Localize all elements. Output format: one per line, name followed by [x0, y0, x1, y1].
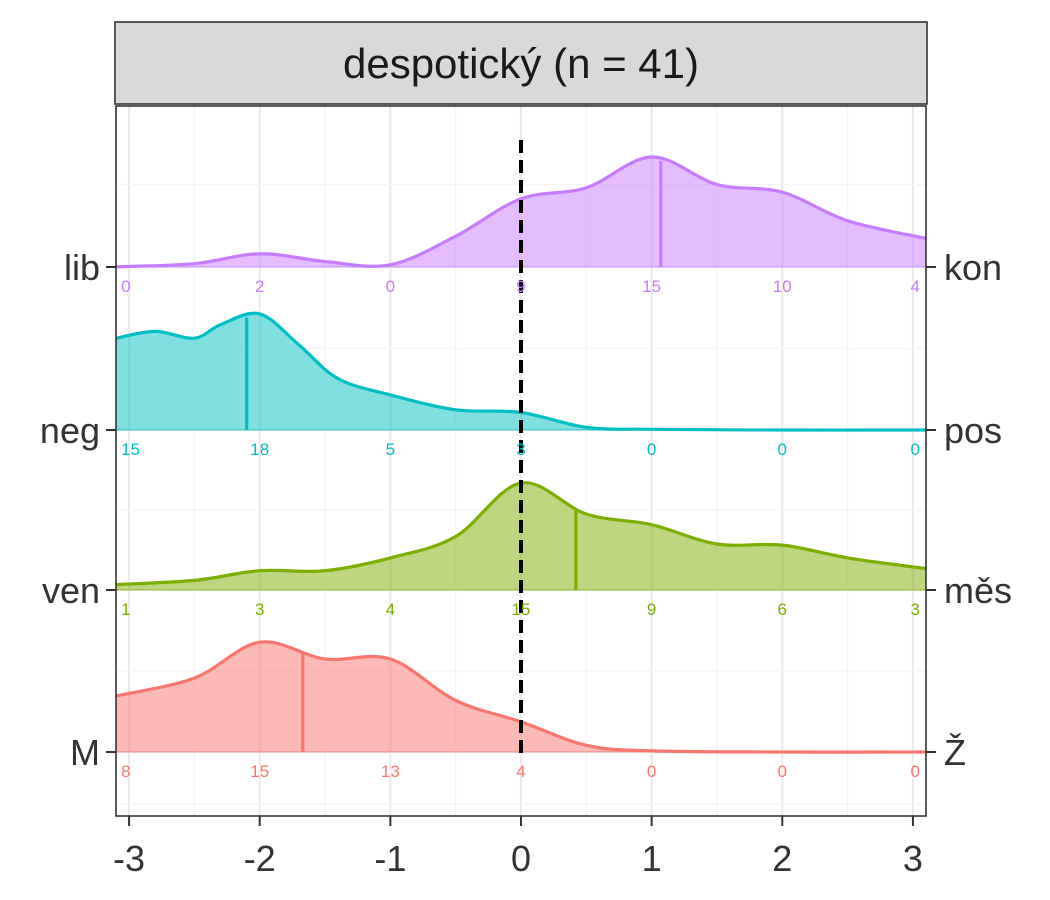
count-label: 0 — [121, 277, 130, 296]
count-label: 0 — [647, 440, 656, 459]
count-label: 3 — [255, 600, 264, 619]
x-tick-label: 2 — [772, 838, 792, 879]
facet-title: despotický (n = 41) — [343, 40, 699, 87]
count-label: 4 — [386, 600, 395, 619]
count-label: 15 — [121, 440, 140, 459]
count-label: 9 — [647, 600, 656, 619]
count-label: 6 — [778, 600, 787, 619]
plot-panel: 0 2 0 9 15 10 415 18 5 3 0 0 01 3 4 15 9 6 38 15 13 4 0 0 0 — [115, 105, 927, 817]
y-label-right-měs: měs — [944, 570, 1012, 611]
count-label: 15 — [250, 762, 269, 781]
y-label-right-kon: kon — [944, 247, 1002, 288]
count-label: 5 — [386, 440, 395, 459]
count-label: 15 — [642, 277, 661, 296]
count-label: 0 — [386, 277, 395, 296]
count-label: 3 — [516, 440, 525, 459]
density-area — [116, 313, 926, 431]
x-tick-label: -3 — [113, 838, 145, 879]
count-label: 0 — [910, 762, 919, 781]
y-axis-left: lib neg ven M — [40, 247, 116, 773]
count-label: 15 — [512, 600, 531, 619]
count-label: 2 — [255, 277, 264, 296]
facet-strip: despotický (n = 41) — [114, 21, 928, 105]
y-axis-right: kon pos měs Ž — [926, 247, 1012, 773]
y-label-left-neg: neg — [40, 410, 100, 451]
count-label: 3 — [910, 600, 919, 619]
count-label: 0 — [910, 440, 919, 459]
facet-strip-background — [114, 21, 928, 105]
count-label: 1 — [121, 600, 130, 619]
x-tick-label: -1 — [374, 838, 406, 879]
count-label: 10 — [773, 277, 792, 296]
density-area — [116, 482, 926, 590]
count-label: 8 — [121, 762, 130, 781]
count-label: 13 — [381, 762, 400, 781]
count-label: 18 — [250, 440, 269, 459]
y-label-right-Ž: Ž — [944, 732, 966, 773]
y-label-left-M: M — [70, 732, 100, 773]
count-labels: 0 2 0 9 15 10 415 18 5 3 0 0 01 3 4 15 9 6 38 15 13 4 0 0 0 — [121, 277, 920, 781]
count-label: 0 — [778, 762, 787, 781]
count-label: 0 — [778, 440, 787, 459]
y-label-left-lib: lib — [64, 247, 100, 288]
x-axis: -3 -2 -1 0 1 2 3 — [113, 816, 923, 879]
x-tick-label: 0 — [511, 838, 531, 879]
y-label-left-ven: ven — [42, 570, 100, 611]
count-label: 0 — [647, 762, 656, 781]
x-tick-label: 3 — [903, 838, 923, 879]
count-label: 4 — [516, 762, 525, 781]
x-tick-label: -2 — [244, 838, 276, 879]
density-line — [115, 155, 927, 269]
density-area — [116, 641, 926, 753]
count-label: 4 — [910, 277, 919, 296]
x-tick-label: 1 — [642, 838, 662, 879]
count-label: 9 — [516, 277, 525, 296]
y-label-right-pos: pos — [944, 410, 1002, 451]
